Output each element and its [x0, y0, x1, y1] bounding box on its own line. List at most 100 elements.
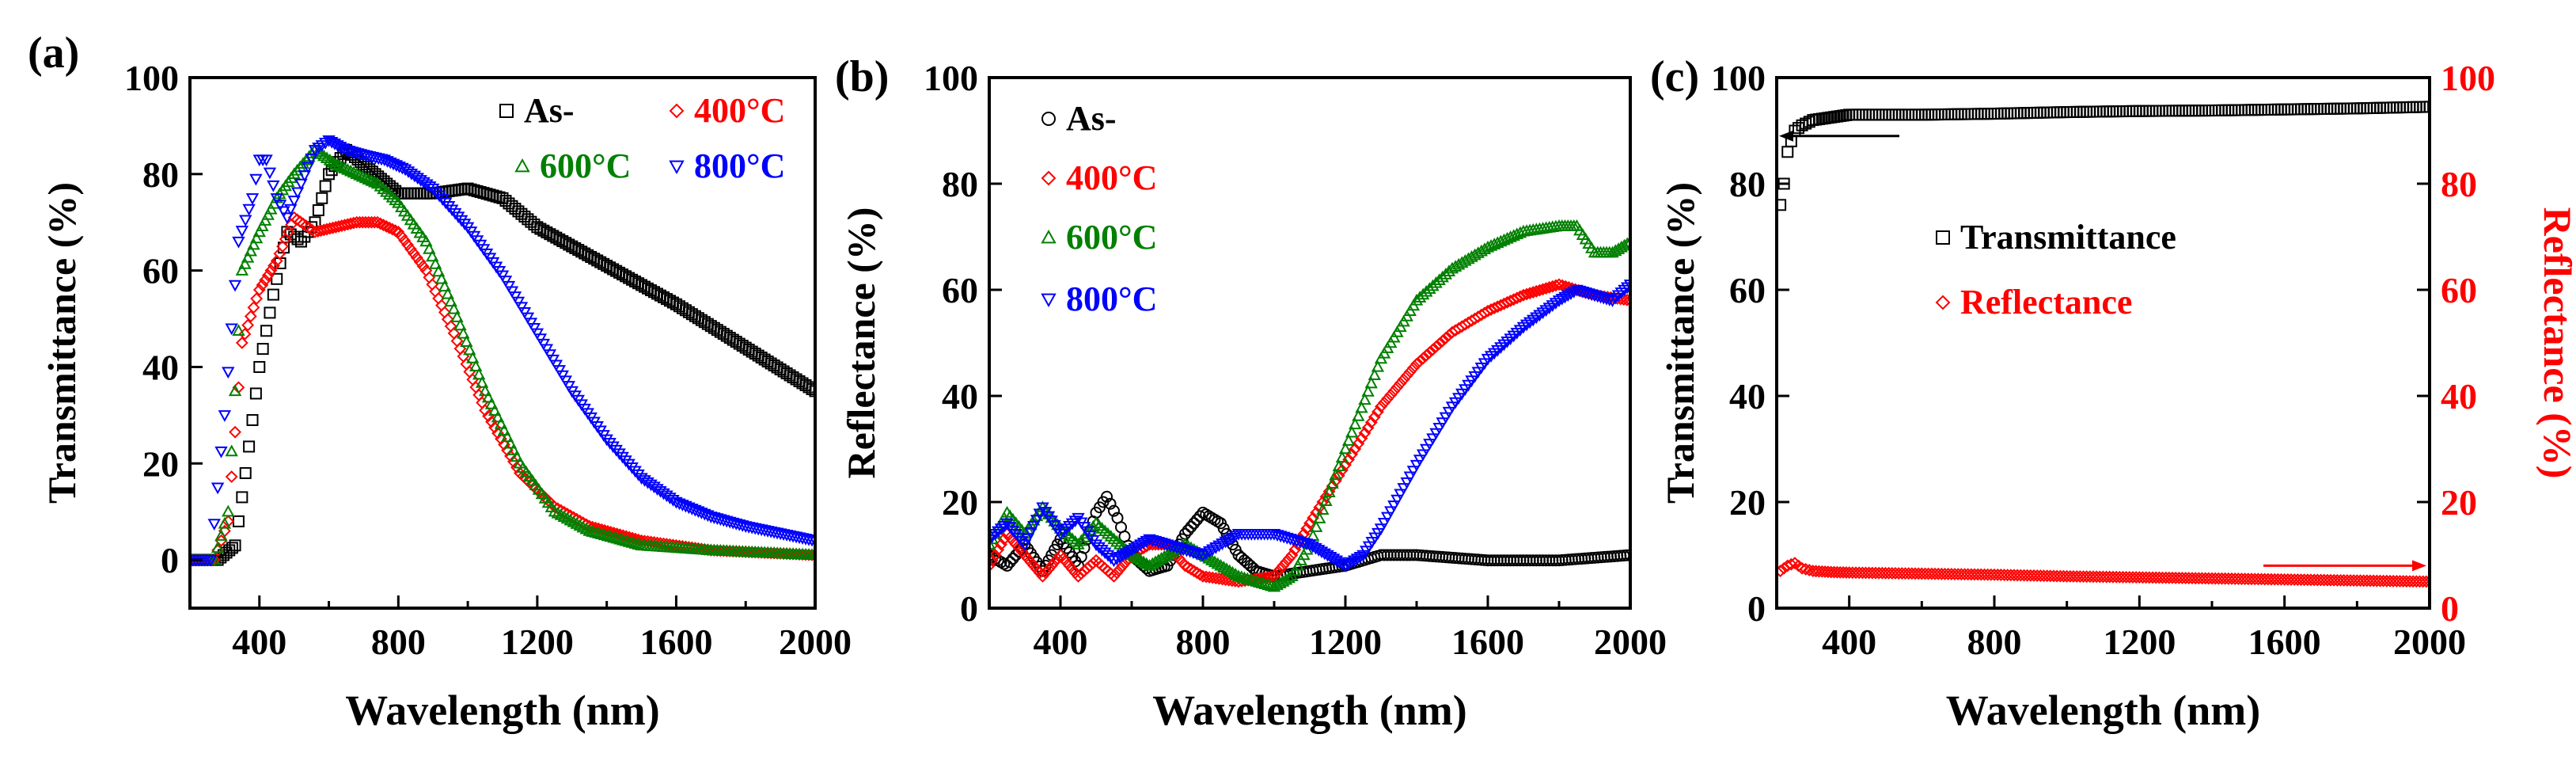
- panel-b-x-axis-title: Wavelength (nm): [1152, 687, 1467, 734]
- panel-a-series-0-point: [484, 188, 496, 201]
- panel-c-series-0-point: [2219, 104, 2232, 116]
- panel-c-series-1-point: [2093, 570, 2107, 584]
- panel-c-series-0-point: [2001, 107, 2014, 120]
- panel-a-series-3-point: [433, 190, 446, 203]
- panel-b-series-3-point: [1387, 500, 1401, 512]
- panel-a-legend-marker: [514, 158, 530, 173]
- panel-a-series-0-point: [471, 184, 484, 197]
- panel-a-series-0-point: [809, 385, 815, 398]
- panel-c-series-0-point: [1856, 108, 1868, 121]
- panel-c-series-0-point: [2381, 101, 2393, 114]
- panel-a-series-3-point: [628, 466, 642, 478]
- panel-c-x-tick-label: 400: [1822, 622, 1876, 662]
- panel-b-series-2-point: [1371, 359, 1385, 372]
- panel-b-series-1-point: [1187, 565, 1201, 578]
- panel-c-series-1-point: [2166, 571, 2179, 584]
- panel-b-series-1-point: [1319, 490, 1333, 504]
- panel-b-series-1-point: [1273, 562, 1287, 576]
- panel-a-series-1-point: [404, 242, 417, 256]
- panel-c-series-1-point: [2340, 574, 2354, 587]
- panel-c-series-1-point: [1922, 567, 1935, 580]
- panel-a-series-3-point: [222, 367, 235, 379]
- panel-b-series-1-point: [1517, 288, 1530, 302]
- panel-c-series-1-point: [1895, 567, 1909, 580]
- panel-c-series-0-point: [2354, 102, 2366, 115]
- panel-b-series-3-point: [1413, 455, 1427, 466]
- panel-a-legend-marker: [499, 104, 514, 118]
- panel-a-series-2-point: [491, 410, 505, 423]
- panel-c-series-0-point: [1909, 108, 1922, 121]
- panel-c-series-0-point: [1925, 108, 1938, 121]
- panel-a-series-2-point: [423, 242, 436, 254]
- panel-a-series-2-point: [494, 417, 508, 429]
- panel-b-series-3-point: [1374, 523, 1388, 536]
- panel-a-series-3-point: [298, 170, 312, 182]
- panel-b-series-2-point: [1432, 273, 1446, 286]
- panel-a-series-3-point: [600, 434, 613, 447]
- panel-b-series-3-point: [1377, 517, 1391, 530]
- panel-b-series-1-point: [1316, 496, 1330, 508]
- panel-c-series-0-point: [1945, 108, 1958, 120]
- panel-c-series-0-point: [2225, 104, 2238, 116]
- panel-a-series-3-point: [284, 204, 298, 216]
- panel-b-series-0-point: [1101, 490, 1113, 503]
- panel-c-series-0-point: [2344, 102, 2357, 115]
- panel-c-series-1-point: [2218, 572, 2232, 585]
- panel-c-series-1-point: [2288, 573, 2301, 586]
- panel-c-series-1-point: [2067, 570, 2080, 583]
- panel-c-series-1-point: [1876, 566, 1889, 580]
- panel-c-series-0-point: [1971, 108, 1984, 120]
- panel-c-series-1-point: [2278, 573, 2291, 586]
- panel-a-series-1-point: [259, 273, 272, 287]
- panel-c-series-1-point: [2149, 571, 2163, 584]
- panel-a-series-3-point: [454, 215, 469, 227]
- panel-c-series-0-point: [1948, 108, 1961, 120]
- panel-a-series-3-point: [235, 226, 249, 238]
- panel-c-series-1-point: [2031, 569, 2044, 582]
- panel-c-series-1-point: [2403, 575, 2416, 588]
- panel-a-series-2-point: [632, 538, 645, 550]
- panel-c-series-1-point: [1935, 567, 1948, 580]
- panel-b-series-3-point: [1350, 553, 1364, 566]
- panel-c-series-1-point: [2153, 571, 2166, 584]
- panel-a-label: (a): [28, 29, 79, 78]
- panel-b-legend-marker: [1041, 229, 1057, 244]
- panel-a-series-1-point: [235, 337, 248, 349]
- panel-b-series-3-point: [1432, 423, 1446, 435]
- panel-c-series-0-point: [1906, 108, 1918, 121]
- panel-c-series-0-point: [1962, 108, 1975, 120]
- panel-a-series-2-point: [548, 504, 562, 517]
- panel-c-series-1-point: [2331, 573, 2344, 587]
- panel-a-series-2-point: [444, 295, 457, 307]
- panel-a-series-0-point: [226, 542, 238, 554]
- panel-c-series-0-point: [2073, 105, 2086, 118]
- panel-b-y-tick-label: 100: [924, 58, 978, 98]
- panel-c-y-tick-label: 20: [1729, 482, 1766, 523]
- panel-b-series-2-point: [1335, 451, 1349, 463]
- panel-a-series-2-point: [218, 516, 232, 529]
- panel-c-series-0-point: [2130, 105, 2142, 117]
- panel-b-series-1-point: [1335, 463, 1349, 477]
- panel-b-series-2-point: [1426, 279, 1440, 291]
- panel-a-series-3-point: [263, 167, 277, 180]
- panel-a-series-1-point: [395, 230, 408, 243]
- panel-b-series-2-point: [1282, 571, 1296, 584]
- panel-b-series-0-point: [1007, 552, 1019, 565]
- panel-a-series-2-point: [211, 541, 225, 553]
- panel-a-series-1-point: [380, 220, 393, 233]
- panel-a-series-1-point: [416, 260, 430, 273]
- panel-b-series-3-point: [1561, 290, 1575, 302]
- panel-c-series-1-point: [2008, 569, 2020, 582]
- panel-c-y-tick-label: 0: [1747, 588, 1766, 629]
- panel-c-series-1-point: [2225, 572, 2238, 585]
- panel-c-series-1-point: [2258, 573, 2271, 586]
- panel-b-legend-label: 400°C: [1066, 158, 1157, 197]
- panel-c-y2-axis-title: Reflectance (%): [2536, 207, 2576, 479]
- panel-b-series-1-point: [1403, 365, 1417, 378]
- panel-c-series-0-point: [2051, 106, 2063, 119]
- panel-b-series-1-point: [1254, 572, 1268, 585]
- panel-a-series-2-point: [808, 548, 815, 561]
- panel-c-series-1-point: [2014, 569, 2028, 582]
- panel-c-series-1-point: [2212, 572, 2225, 585]
- panel-b-series-3-point: [1136, 538, 1151, 550]
